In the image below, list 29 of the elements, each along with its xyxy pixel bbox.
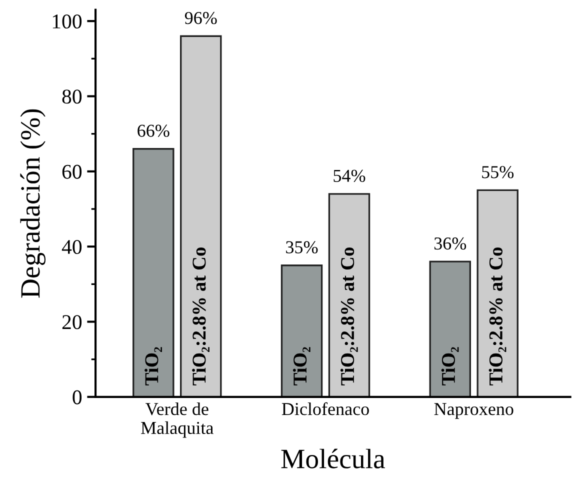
- y-tick-label: 100: [52, 14, 82, 29]
- bar: [132, 148, 174, 397]
- y-tick-label: 40: [62, 240, 82, 254]
- text: TiO₂: [144, 347, 162, 386]
- bar: [328, 193, 370, 397]
- text: TiO₂: [441, 347, 459, 386]
- data-label: 35%: [286, 241, 318, 254]
- y-tick-label: 0: [72, 390, 82, 404]
- data-label: 54%: [334, 170, 366, 182]
- x-tick-label: Naproxeno: [434, 403, 514, 419]
- data-label: 36%: [434, 237, 466, 250]
- bar: [476, 189, 518, 397]
- bar: [280, 264, 323, 397]
- x-axis-title: Molécula: [281, 448, 385, 468]
- x-tick-label: Verde de Malaquita: [141, 402, 214, 438]
- data-label: 66%: [138, 124, 170, 137]
- x-tick-label: Diclofenaco: [282, 402, 369, 416]
- series-label: TiO₂: [292, 347, 310, 386]
- data-label: 96%: [184, 12, 217, 24]
- y-tick-label: 20: [62, 315, 82, 330]
- series-label: TiO₂:2.8% at Co: [488, 247, 506, 386]
- data-label: 55%: [482, 166, 514, 178]
- bar: [429, 260, 471, 397]
- y-axis-title: Degradación (%): [20, 109, 46, 298]
- text: TiO₂:2.8% at Co: [192, 247, 210, 386]
- y-tick-label: 60: [62, 164, 82, 179]
- bar: [180, 35, 222, 397]
- y-tick-label: 80: [62, 90, 82, 104]
- text: TiO₂:2.8% at Co: [340, 247, 358, 386]
